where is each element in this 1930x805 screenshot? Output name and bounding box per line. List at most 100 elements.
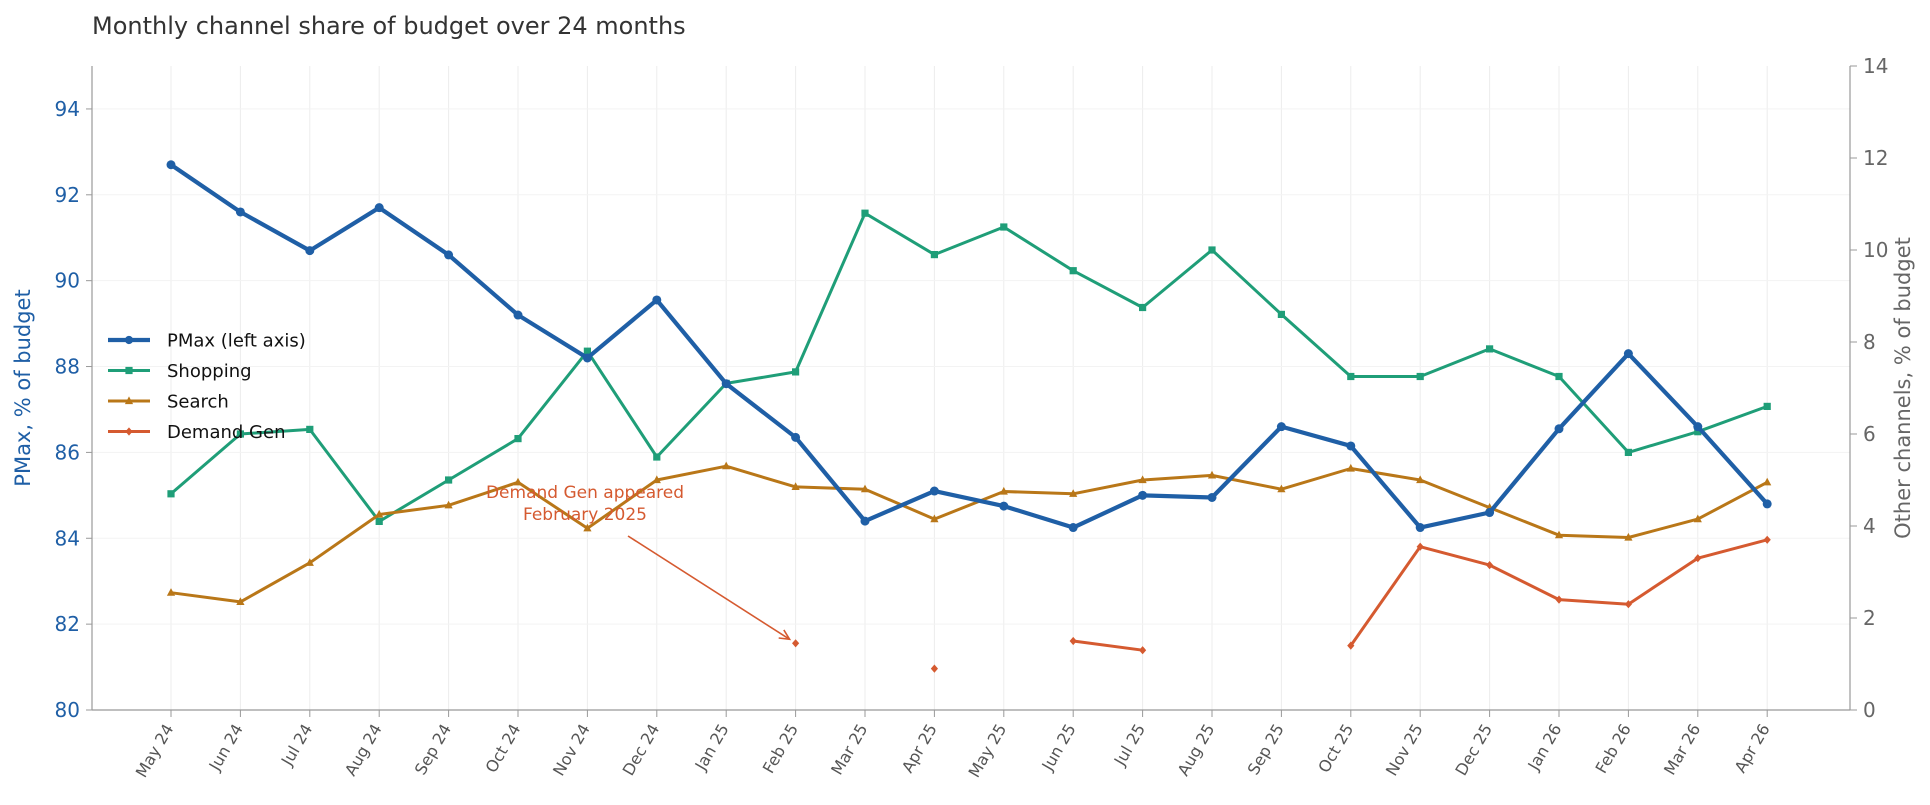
- data-point: [1693, 422, 1703, 432]
- y-tick-label-left: 88: [55, 355, 80, 379]
- data-point: [930, 664, 938, 673]
- x-tick-label: Feb 25: [759, 721, 802, 777]
- legend-label: Shopping: [167, 361, 252, 382]
- data-point: [124, 335, 134, 345]
- series-line: [169, 163, 1769, 530]
- data-point: [999, 486, 1008, 495]
- chart-title: Monthly channel share of budget over 24 …: [92, 12, 686, 40]
- data-point: [444, 500, 453, 509]
- data-point: [1486, 561, 1494, 570]
- x-tick-label: May 24: [132, 721, 178, 781]
- data-point: [1207, 470, 1217, 479]
- data-point: [1416, 475, 1425, 484]
- y-tick-label-left: 86: [55, 440, 80, 464]
- data-point: [1555, 595, 1563, 604]
- data-point: [792, 368, 800, 376]
- data-point: [1000, 223, 1008, 231]
- legend-label: Search: [167, 392, 229, 413]
- data-point: [1624, 448, 1632, 456]
- x-tick-label: May 25: [965, 721, 1011, 781]
- y-tick-label-right: 10: [1863, 238, 1888, 262]
- data-point: [514, 435, 522, 443]
- x-tick-label: Apr 25: [898, 721, 941, 777]
- data-point: [930, 251, 938, 259]
- data-point: [236, 430, 244, 438]
- y-tick-label-left: 82: [55, 612, 80, 636]
- data-point: [860, 516, 870, 526]
- data-point: [791, 482, 800, 490]
- series-line: [170, 464, 1768, 604]
- x-tick-label: Dec 24: [619, 721, 664, 779]
- x-tick-label: Jul 25: [1110, 721, 1149, 770]
- data-point: [513, 477, 523, 486]
- series-line: [170, 211, 1768, 523]
- data-point: [1069, 489, 1078, 497]
- data-point: [860, 484, 870, 493]
- data-point: [583, 347, 591, 355]
- legend-item: PMax (left axis): [108, 331, 306, 352]
- series-shopping: [167, 209, 1771, 525]
- data-point: [999, 501, 1009, 511]
- data-point: [1554, 530, 1564, 539]
- data-point: [1139, 303, 1147, 312]
- y-tick-label-left: 94: [55, 97, 80, 121]
- data-point: [1693, 514, 1702, 523]
- data-point: [1347, 372, 1355, 381]
- data-point: [167, 490, 175, 498]
- series-pmax-left-axis: [166, 160, 1772, 533]
- data-point: [1346, 441, 1356, 451]
- x-tick-label: Oct 24: [481, 721, 524, 776]
- data-point: [166, 160, 176, 170]
- data-point: [1068, 523, 1078, 533]
- data-point: [1763, 402, 1771, 410]
- data-point: [1207, 492, 1217, 502]
- y-tick-label-right: 4: [1863, 514, 1876, 538]
- x-tick-label: Jul 24: [277, 721, 316, 770]
- x-tick-label: Sep 25: [1244, 721, 1288, 779]
- data-point: [792, 639, 800, 648]
- y-tick-label-right: 0: [1863, 698, 1876, 722]
- x-tick-label: Mar 25: [827, 721, 871, 779]
- annotation-text: Demand Gen appeared: [486, 483, 684, 503]
- data-point: [306, 425, 314, 433]
- data-point: [1346, 463, 1355, 472]
- legend-item: Shopping: [108, 361, 252, 382]
- data-point: [1763, 535, 1771, 544]
- x-tick-label: Aug 25: [1174, 721, 1219, 780]
- x-tick-label: Jan 25: [691, 721, 733, 775]
- data-point: [1416, 372, 1424, 381]
- data-point: [1138, 475, 1147, 484]
- data-point: [375, 517, 383, 525]
- data-point: [861, 209, 869, 217]
- x-tick-label: Nov 25: [1382, 721, 1427, 780]
- data-point: [513, 310, 523, 320]
- annotation-text: February 2025: [523, 505, 647, 525]
- data-point: [721, 379, 731, 389]
- data-point: [1762, 499, 1772, 509]
- data-point: [1277, 484, 1286, 493]
- data-point: [236, 597, 245, 605]
- y-tick-label-right: 2: [1863, 606, 1876, 630]
- x-tick-label: Jun 25: [1037, 721, 1079, 775]
- data-point: [791, 432, 801, 442]
- legend-item: Search: [108, 392, 229, 413]
- data-point: [1347, 641, 1355, 650]
- data-point: [1763, 477, 1772, 486]
- data-point: [930, 514, 939, 523]
- data-point: [445, 476, 453, 484]
- data-point: [722, 461, 731, 470]
- legend-item: Demand Gen: [108, 422, 286, 443]
- data-point: [1624, 532, 1633, 541]
- y-axis-left-label: PMax, % of budget: [11, 289, 35, 486]
- x-tick-label: Oct 25: [1314, 721, 1357, 776]
- legend-label: PMax (left axis): [167, 331, 306, 352]
- data-point: [1069, 636, 1077, 646]
- data-point: [235, 207, 245, 217]
- x-tick-label: Mar 26: [1660, 721, 1704, 779]
- x-tick-label: Sep 24: [411, 721, 455, 779]
- data-point: [1069, 267, 1077, 275]
- series-layer: [166, 160, 1772, 673]
- data-point: [166, 588, 176, 596]
- data-point: [125, 427, 133, 436]
- data-point: [583, 523, 592, 532]
